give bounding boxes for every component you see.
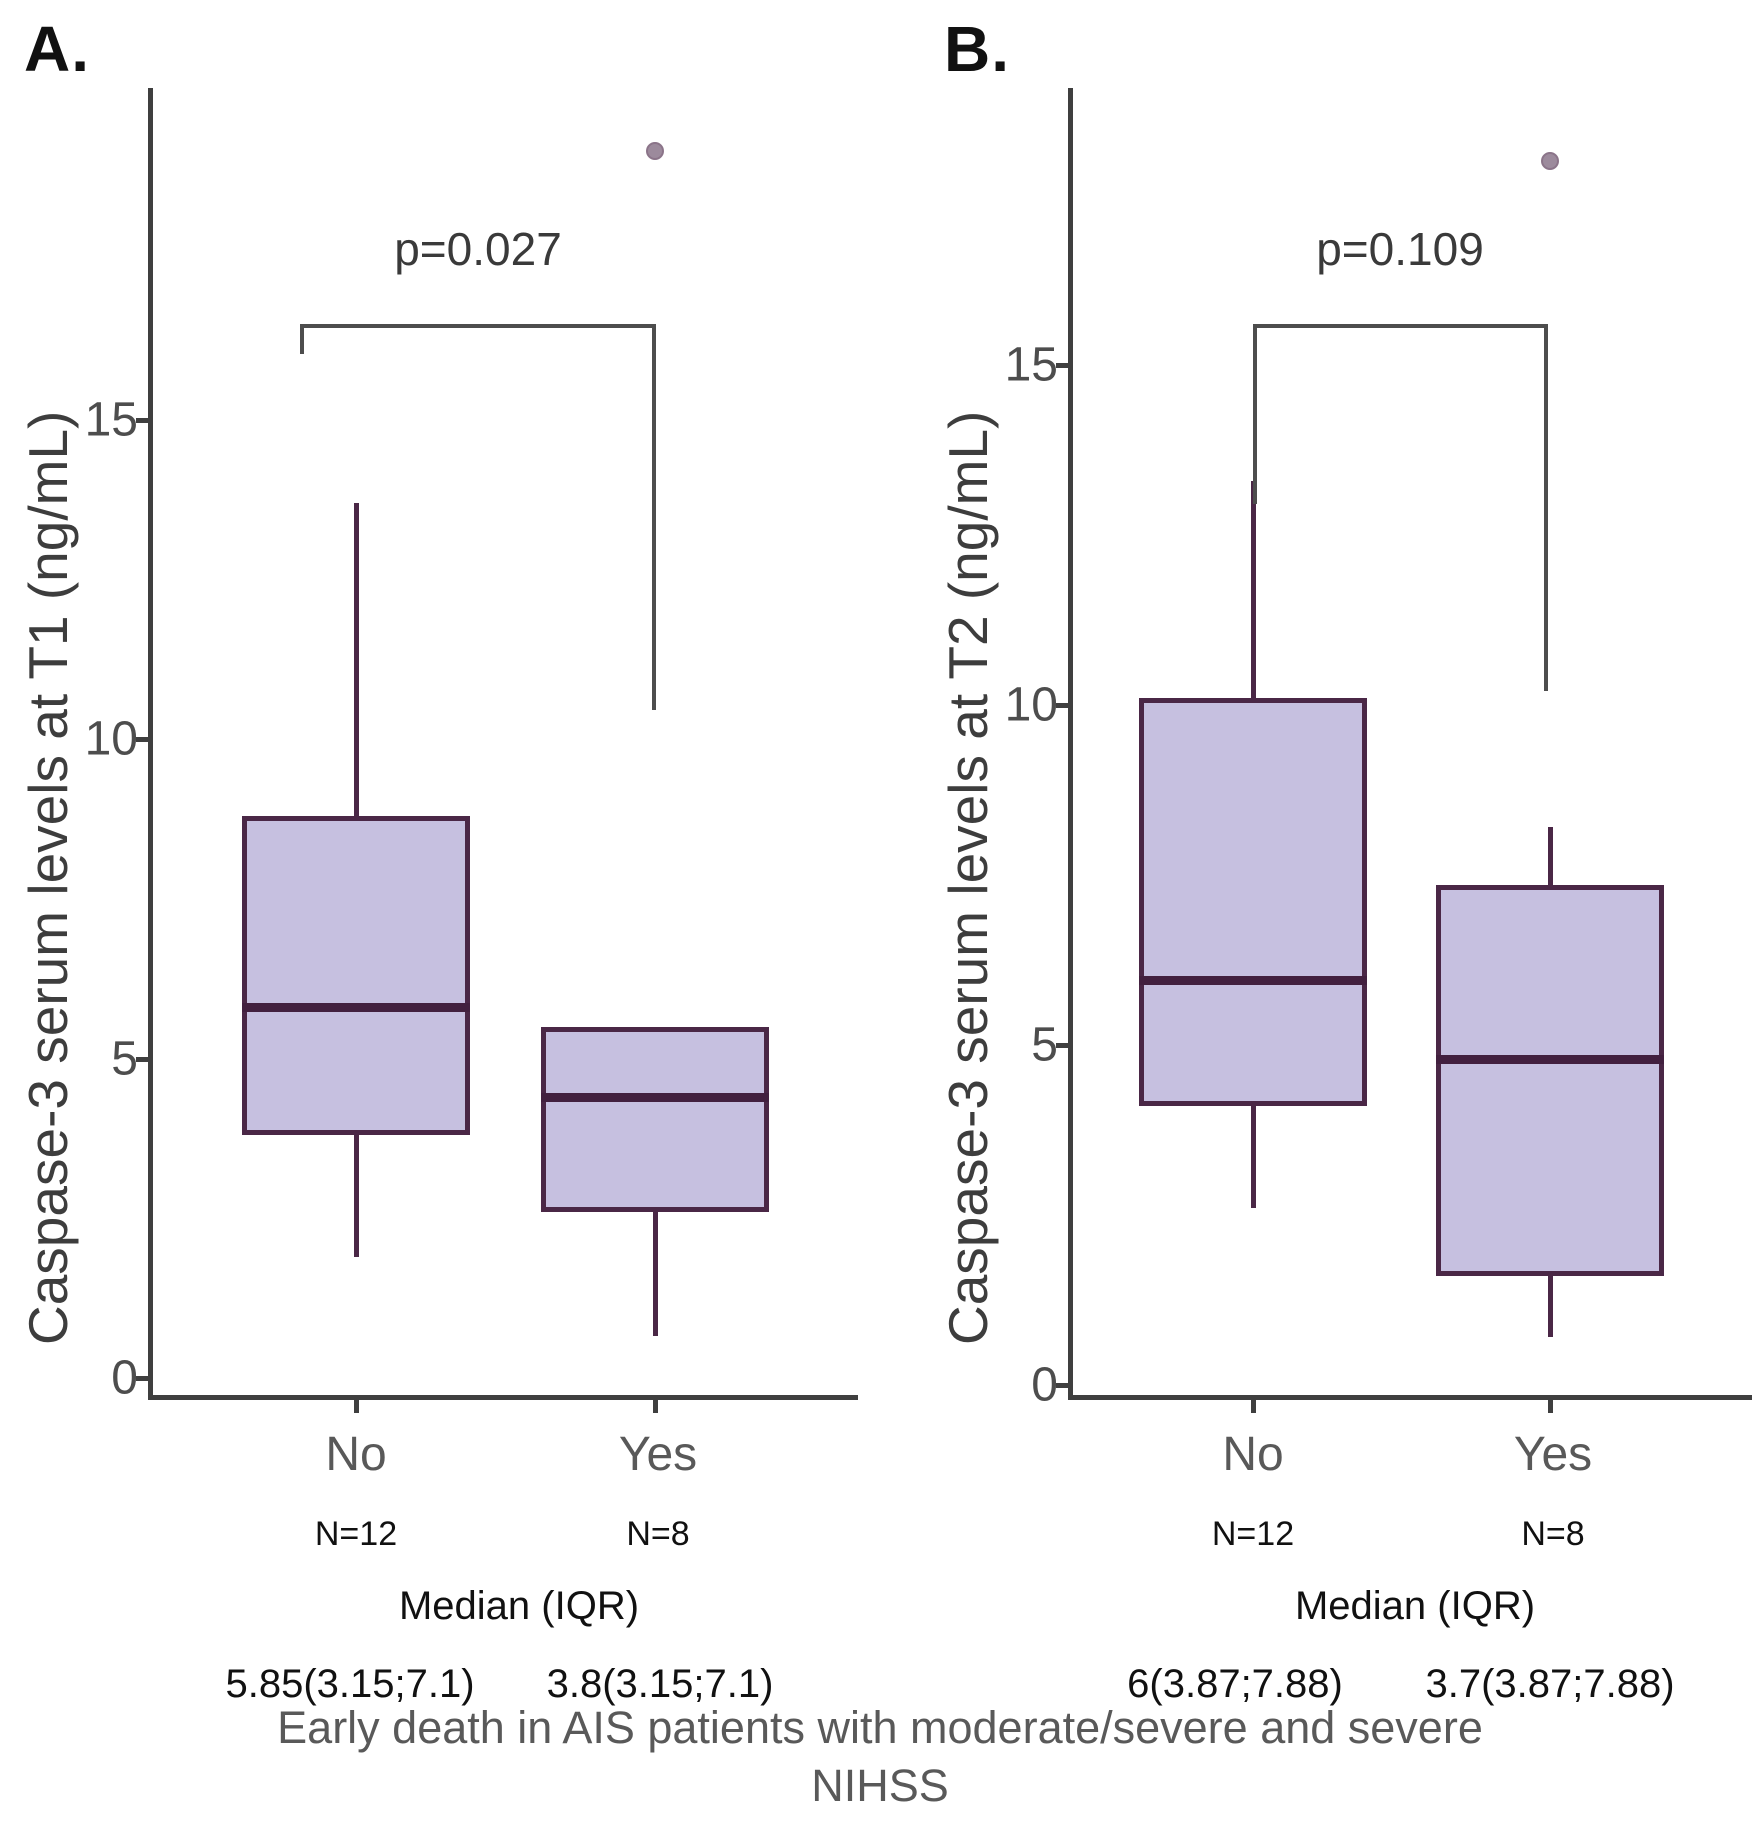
panel-a-y-tick — [136, 737, 148, 742]
panel-b-y-tick — [1056, 1043, 1068, 1048]
panel-b-n-label-yes: N=8 — [1521, 1515, 1585, 1553]
panel-a-group-no-x-tick — [354, 1400, 359, 1413]
panel-a-n-label-no: N=12 — [314, 1515, 398, 1553]
panel-a-median-iqr-header: Median (IQR) — [398, 1584, 640, 1628]
panel-b-y-tick — [1056, 363, 1068, 368]
panel-b-y-tick — [1056, 1383, 1068, 1388]
panel-b-p-value-label: p=0.109 — [1316, 223, 1484, 275]
panel-b-significance-bar — [1253, 324, 1548, 328]
panel-b-significance-left-arm — [1253, 324, 1257, 504]
panel-a-y-tick-label: 0 — [111, 1351, 138, 1405]
panel-a-y-tick — [136, 417, 148, 423]
panel-a-y-tick-label: 5 — [111, 1032, 138, 1085]
panel-a-p-value-label: p=0.027 — [394, 223, 562, 275]
panel-b-y-tick-label: 0 — [1031, 1358, 1058, 1412]
panel-b-letter: B. — [944, 13, 1010, 85]
panel-b-group-no-box — [1139, 698, 1367, 1107]
panel-b-group-yes-box — [1436, 885, 1664, 1277]
panel-a-significance-left-arm — [300, 324, 304, 354]
panel-b-group-yes-upper-whisker — [1548, 827, 1553, 886]
panel-b-median-iqr-no: 6(3.87;7.88) — [1127, 1662, 1343, 1706]
panel-b-group-label-no: No — [1222, 1428, 1284, 1481]
panel-a-y-tick — [136, 1376, 148, 1381]
panel-b-y-axis-label: Caspase-3 serum levels at T2 (ng/mL) — [937, 410, 999, 1345]
figure-caption-line1: Early death in AIS patients with moderat… — [277, 1702, 1483, 1753]
panel-b-n-label-no: N=12 — [1211, 1515, 1295, 1553]
panel-a-n-label-yes: N=8 — [626, 1515, 690, 1553]
panel-b-y-tick — [1056, 703, 1068, 708]
panel-a-group-yes-outlier-point — [646, 142, 664, 161]
panel-b-group-yes-outlier-point — [1541, 152, 1559, 170]
panel-b-y-tick-label: 10 — [1004, 678, 1058, 732]
panel-b-median-iqr-yes: 3.7(3.87;7.88) — [1425, 1662, 1675, 1706]
panel-a-significance-bar — [300, 324, 656, 328]
panel-a-group-yes-median-line — [541, 1092, 769, 1102]
panel-b-group-no-lower-whisker — [1251, 1106, 1256, 1209]
panel-a-group-yes-x-tick — [653, 1400, 658, 1413]
panel-b-group-no-x-tick — [1251, 1400, 1256, 1413]
panel-b-group-label-yes: Yes — [1513, 1428, 1593, 1481]
panel-b-significance-right-arm — [1544, 324, 1548, 691]
panel-a-y-tick — [136, 1056, 148, 1062]
figure-caption-line2: NIHSS — [811, 1760, 949, 1811]
panel-a-group-label-no: No — [325, 1428, 387, 1481]
panel-a-significance-right-arm — [652, 324, 656, 710]
panel-a-group-no-lower-whisker — [354, 1135, 359, 1257]
panel-b-y-tick-label: 15 — [1004, 338, 1058, 392]
panel-a-group-yes-lower-whisker — [653, 1211, 658, 1337]
panel-a-y-tick-label: 10 — [84, 712, 138, 766]
panel-b-y-axis — [1068, 88, 1073, 1400]
panel-a-group-no-box — [242, 815, 470, 1136]
panel-a-y-tick-label: 15 — [84, 393, 138, 446]
panel-b-y-tick-label: 5 — [1031, 1018, 1058, 1072]
panel-b-group-yes-x-tick — [1548, 1400, 1553, 1413]
panel-a-median-iqr-yes: 3.8(3.15;7.1) — [546, 1662, 774, 1706]
panel-b-group-yes-lower-whisker — [1548, 1276, 1553, 1338]
panel-a-median-iqr-no: 5.85(3.15;7.1) — [225, 1662, 475, 1706]
panel-a-y-axis-label: Caspase-3 serum levels at T1 (ng/mL) — [17, 410, 79, 1345]
panel-b-group-no-median-line — [1139, 976, 1367, 986]
panel-b-x-axis — [1068, 1395, 1752, 1400]
panel-a-x-axis — [148, 1395, 858, 1400]
panel-a-letter: A. — [24, 13, 90, 85]
panel-a-group-label-yes: Yes — [618, 1428, 698, 1481]
panel-a-group-no-upper-whisker — [354, 502, 359, 816]
panel-b-median-iqr-header: Median (IQR) — [1294, 1584, 1536, 1628]
panel-a-y-axis — [148, 88, 153, 1400]
panel-b-group-no-upper-whisker — [1251, 480, 1256, 699]
panel-a-group-yes-box — [541, 1026, 769, 1212]
panel-a-group-no-median-line — [242, 1003, 470, 1013]
panel-b-group-yes-median-line — [1436, 1054, 1664, 1064]
